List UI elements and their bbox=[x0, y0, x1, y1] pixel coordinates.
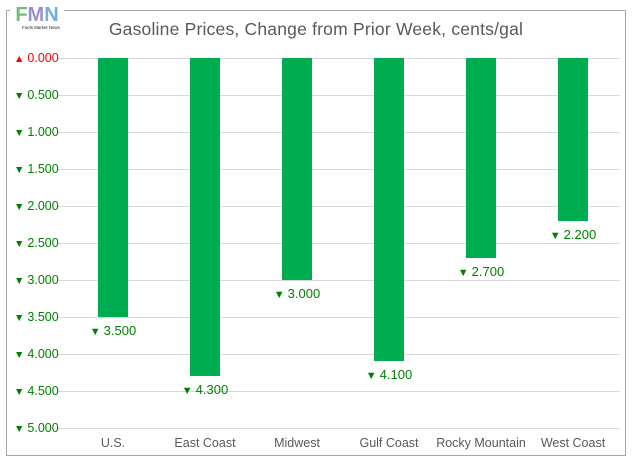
y-axis-tick-value: 0.000 bbox=[27, 51, 59, 65]
x-axis-category-label: Gulf Coast bbox=[359, 436, 419, 450]
y-axis-tick-value: 0.500 bbox=[27, 88, 59, 102]
y-axis-tick-value: 3.500 bbox=[27, 310, 59, 324]
y-axis-tick: ▼ 1.000 bbox=[14, 124, 59, 140]
y-axis-tick-value: 3.000 bbox=[27, 273, 59, 287]
bar-gulf-coast bbox=[374, 58, 404, 361]
x-axis-category-label: Rocky Mountain bbox=[436, 436, 526, 450]
y-axis-tick-value: 4.000 bbox=[27, 347, 59, 361]
x-axis-category-label: West Coast bbox=[540, 436, 606, 450]
gridline bbox=[57, 391, 620, 392]
y-axis-tick: ▼ 2.000 bbox=[14, 198, 59, 214]
y-axis-tick: ▲ 0.000 bbox=[14, 50, 59, 66]
down-triangle-icon: ▼ bbox=[457, 267, 469, 279]
y-axis-tick-value: 1.500 bbox=[27, 162, 59, 176]
bar-value-label: ▼ 3.000 bbox=[252, 286, 342, 302]
bar-value-label: ▼ 4.300 bbox=[160, 382, 250, 398]
logo-letter: F bbox=[15, 4, 28, 26]
up-triangle-icon: ▲ bbox=[14, 53, 25, 65]
gridline bbox=[57, 280, 620, 281]
gridline bbox=[57, 428, 620, 429]
y-axis-tick: ▼ 3.000 bbox=[14, 272, 59, 288]
y-axis-tick-value: 2.500 bbox=[27, 236, 59, 250]
down-triangle-icon: ▼ bbox=[273, 289, 285, 301]
down-triangle-icon: ▼ bbox=[14, 386, 25, 398]
y-axis-tick: ▼ 0.500 bbox=[14, 87, 59, 103]
x-axis-category-label: U.S. bbox=[100, 436, 126, 450]
plot-area: ▲ 0.000 ▼ 0.500 ▼ 1.000 ▼ 1.500 ▼ 2.000 ▼ 2.500 ▼ 3.0… bbox=[7, 11, 625, 455]
bar-east-coast bbox=[190, 58, 220, 376]
gridline bbox=[57, 95, 620, 96]
down-triangle-icon: ▼ bbox=[14, 201, 25, 213]
gridline bbox=[57, 243, 620, 244]
down-triangle-icon: ▼ bbox=[14, 275, 25, 287]
y-axis-tick: ▼ 4.000 bbox=[14, 346, 59, 362]
down-triangle-icon: ▼ bbox=[14, 127, 25, 139]
down-triangle-icon: ▼ bbox=[181, 385, 193, 397]
gridline bbox=[57, 58, 620, 59]
bar-value-text: 4.100 bbox=[379, 367, 413, 382]
bar-value-text: 4.300 bbox=[195, 382, 229, 397]
chart-frame: Gasoline Prices, Change from Prior Week,… bbox=[6, 10, 626, 456]
y-axis-tick: ▼ 5.000 bbox=[14, 420, 59, 436]
bar-u-s- bbox=[98, 58, 128, 317]
down-triangle-icon: ▼ bbox=[14, 164, 25, 176]
bar-value-label: ▼ 2.700 bbox=[436, 264, 526, 280]
gridline bbox=[57, 354, 620, 355]
bar-value-label: ▼ 2.200 bbox=[528, 227, 618, 243]
down-triangle-icon: ▼ bbox=[89, 326, 101, 338]
bar-value-text: 3.000 bbox=[287, 286, 321, 301]
y-axis-tick-value: 2.000 bbox=[27, 199, 59, 213]
bar-value-label: ▼ 4.100 bbox=[344, 367, 434, 383]
x-axis-category-label: Midwest bbox=[274, 436, 320, 450]
y-axis-tick-value: 1.000 bbox=[27, 125, 59, 139]
down-triangle-icon: ▼ bbox=[14, 312, 25, 324]
logo-letter: M bbox=[27, 4, 45, 26]
y-axis-tick: ▼ 4.500 bbox=[14, 383, 59, 399]
y-axis-tick: ▼ 1.500 bbox=[14, 161, 59, 177]
down-triangle-icon: ▼ bbox=[14, 349, 25, 361]
y-axis-tick-value: 4.500 bbox=[27, 384, 59, 398]
bar-value-text: 3.500 bbox=[103, 323, 137, 338]
down-triangle-icon: ▼ bbox=[14, 90, 25, 102]
logo-letter: N bbox=[44, 4, 59, 26]
down-triangle-icon: ▼ bbox=[14, 238, 25, 250]
down-triangle-icon: ▼ bbox=[14, 423, 25, 435]
gridline bbox=[57, 132, 620, 133]
y-axis-tick: ▼ 3.500 bbox=[14, 309, 59, 325]
chart-title: Gasoline Prices, Change from Prior Week,… bbox=[108, 19, 524, 39]
gridline bbox=[57, 206, 620, 207]
down-triangle-icon: ▼ bbox=[549, 230, 561, 242]
logo-tagline: Fuels Market News bbox=[22, 25, 60, 30]
bar-value-label: ▼ 3.500 bbox=[68, 323, 158, 339]
bar-value-text: 2.200 bbox=[563, 227, 597, 242]
bar-west-coast bbox=[558, 58, 588, 221]
bar-rocky-mountain bbox=[466, 58, 496, 258]
bar-value-text: 2.700 bbox=[471, 264, 505, 279]
y-axis-tick: ▼ 2.500 bbox=[14, 235, 59, 251]
x-axis-category-label: East Coast bbox=[174, 436, 236, 450]
bar-midwest bbox=[282, 58, 312, 280]
gridline bbox=[57, 169, 620, 170]
y-axis-tick-value: 5.000 bbox=[27, 421, 59, 435]
gridline bbox=[57, 317, 620, 318]
down-triangle-icon: ▼ bbox=[365, 370, 377, 382]
